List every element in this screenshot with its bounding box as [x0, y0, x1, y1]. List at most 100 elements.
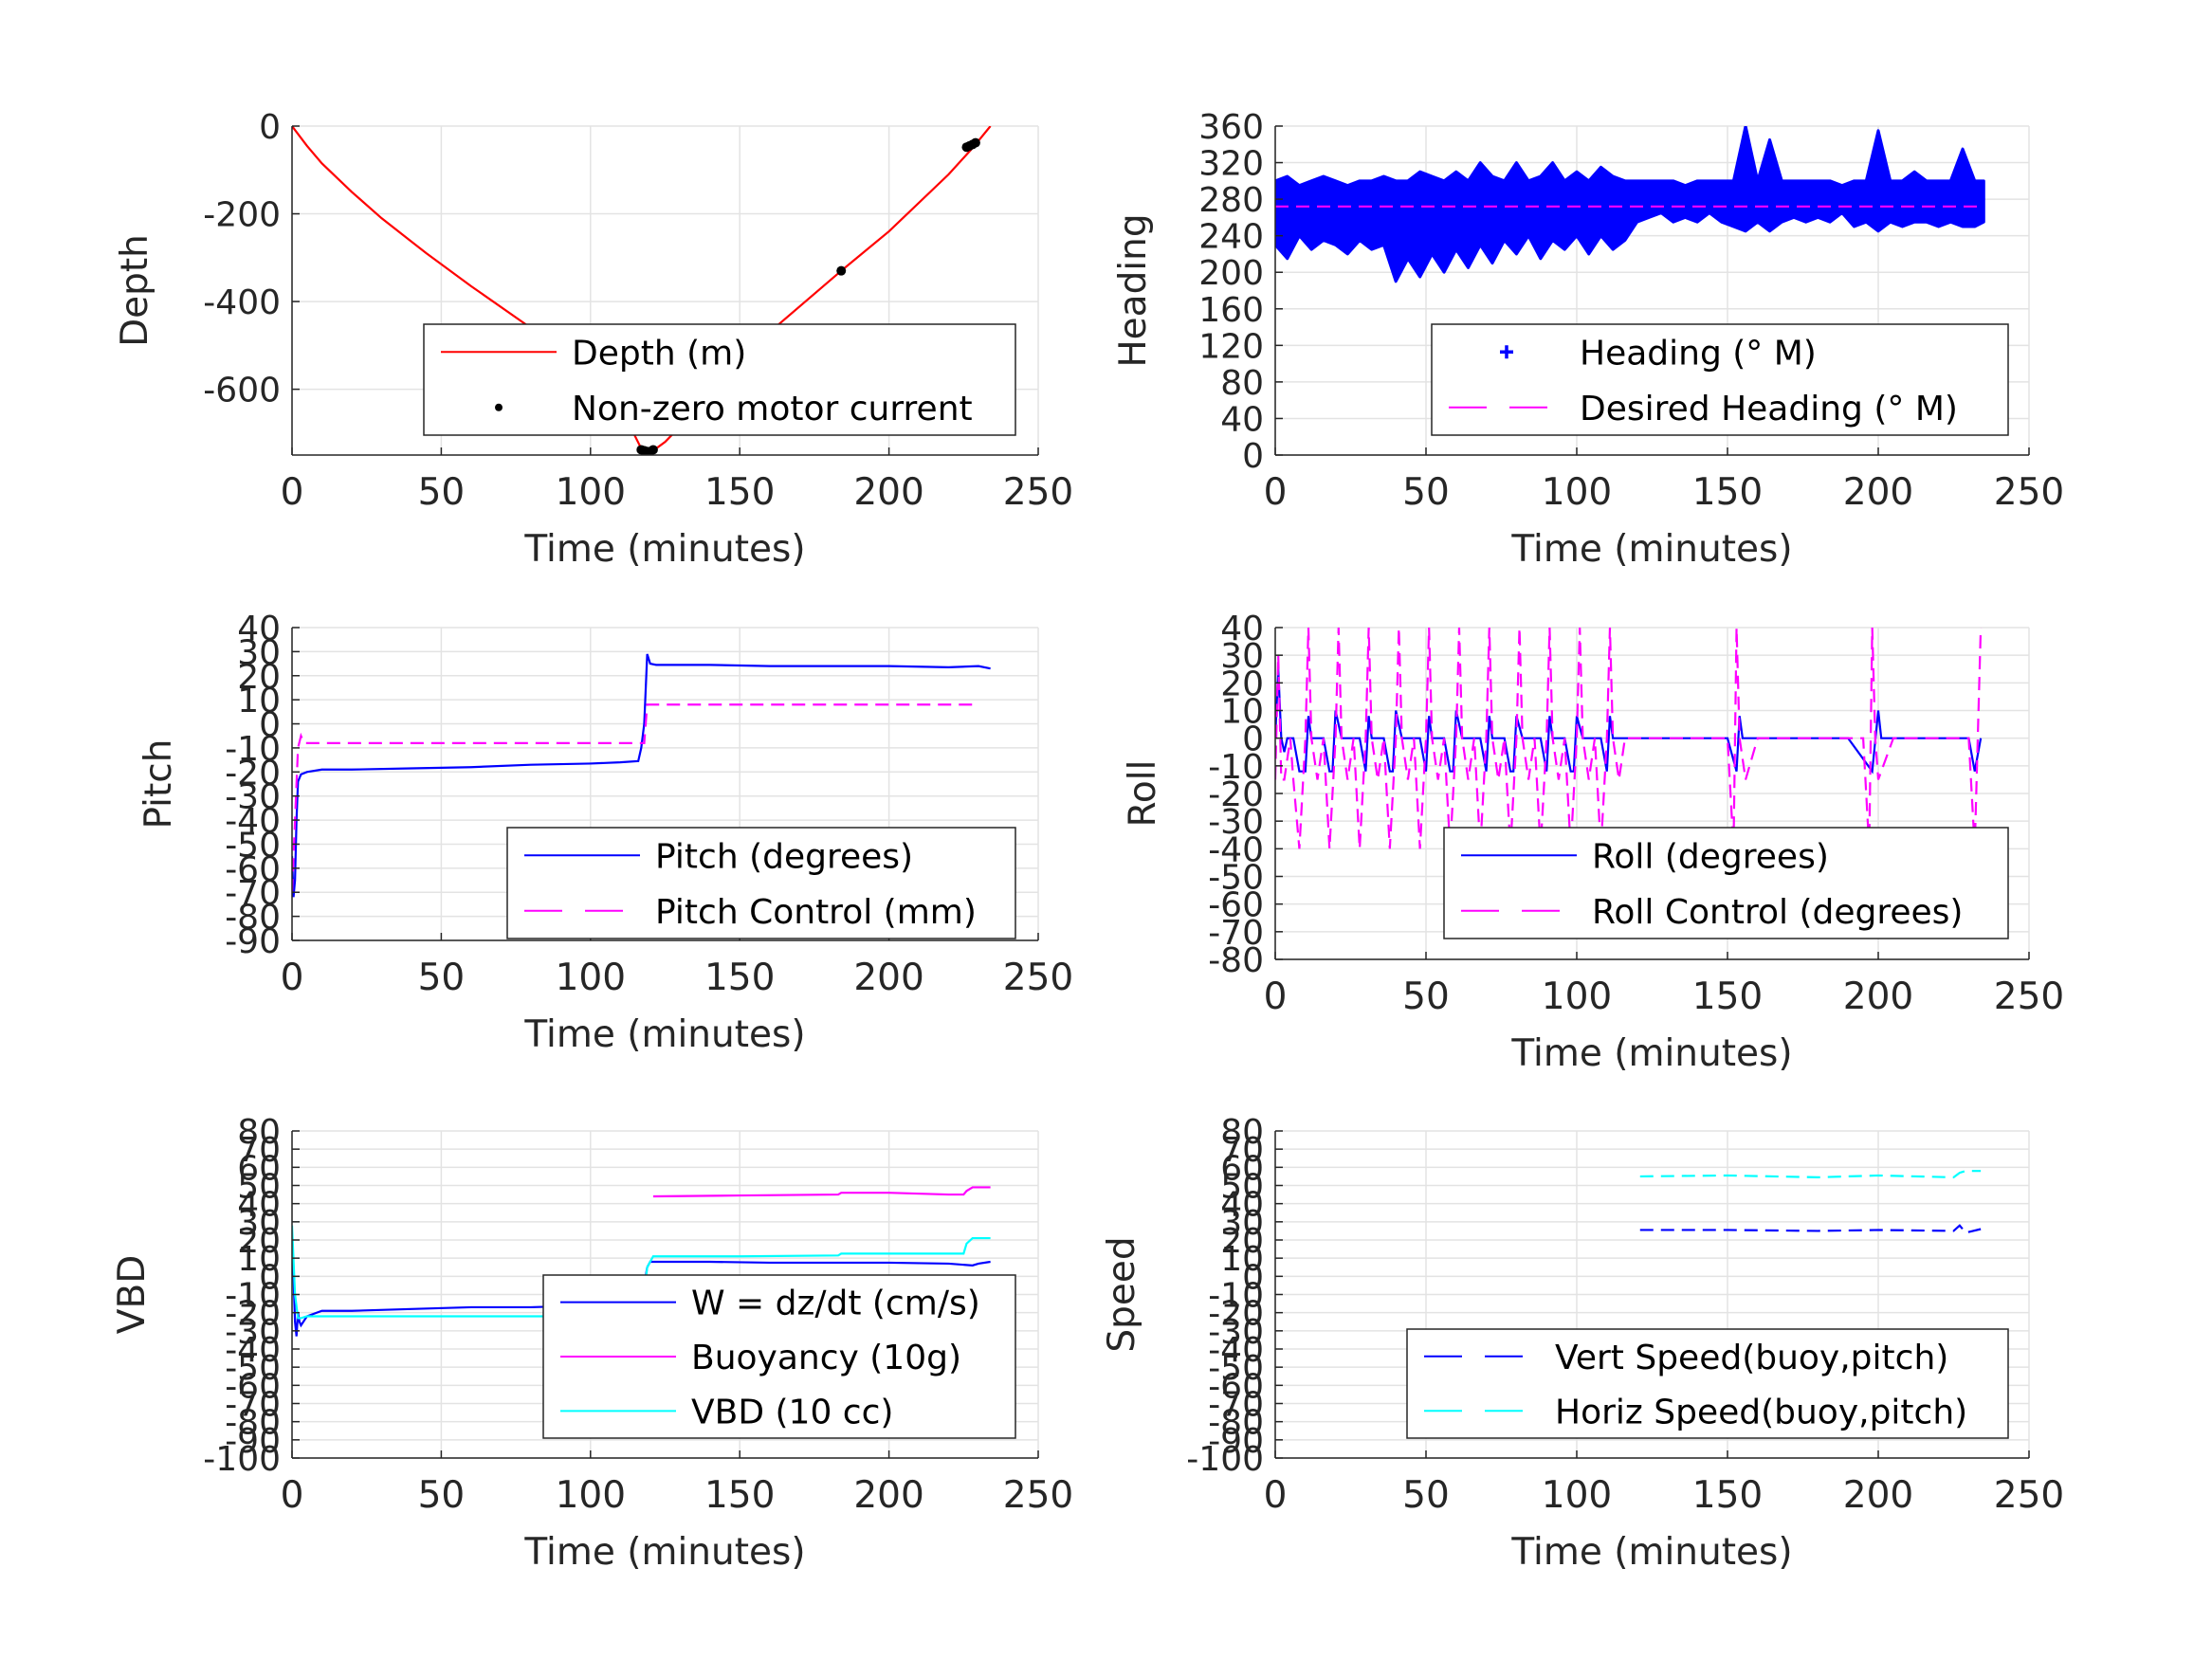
- y-tick-label: -30: [225, 778, 281, 817]
- y-tick-label: 360: [1198, 108, 1264, 147]
- legend-label: Depth (m): [572, 334, 746, 373]
- y-axis-label: Pitch: [137, 739, 180, 830]
- y-tick-label: -400: [203, 283, 281, 322]
- y-tick-label: 10: [237, 682, 281, 720]
- legend-label: Vert Speed(buoy,pitch): [1555, 1339, 1948, 1377]
- legend-label: Pitch Control (mm): [655, 893, 977, 932]
- legend-label: Roll (degrees): [1592, 837, 1829, 876]
- y-axis-label: VBD: [111, 1255, 154, 1334]
- y-tick-label: -200: [203, 196, 281, 235]
- x-tick-label: 150: [704, 957, 775, 999]
- y-tick-label: -100: [203, 1440, 281, 1479]
- y-tick-label: 120: [1198, 327, 1264, 366]
- y-tick-label: -40: [225, 802, 281, 841]
- y-tick-label: 50: [237, 1168, 281, 1207]
- y-tick-label: 20: [237, 1222, 281, 1261]
- legend-label: VBD (10 cc): [691, 1393, 893, 1431]
- y-tick-label: -50: [1208, 1349, 1264, 1388]
- x-tick-label: 200: [1843, 471, 1913, 514]
- y-tick-label: 200: [1198, 254, 1264, 293]
- legend-label: Non-zero motor current: [572, 390, 973, 428]
- x-tick-label: 0: [281, 957, 304, 999]
- x-tick-label: 250: [1994, 1474, 2064, 1517]
- y-tick-label: -30: [1208, 1313, 1264, 1352]
- series-1-line: [292, 653, 991, 898]
- x-axis-label: Time (minutes): [523, 528, 805, 571]
- y-tick-label: 0: [259, 706, 281, 745]
- legend-label: Horiz Speed(buoy,pitch): [1555, 1393, 1967, 1431]
- legend: Vert Speed(buoy,pitch) Horiz Speed(buoy,p…: [1406, 1328, 2009, 1439]
- y-tick-label: 20: [1220, 665, 1264, 703]
- y-tick-label: 160: [1198, 291, 1264, 330]
- series-2-line: [1639, 1170, 1982, 1178]
- legend-label: Buoyancy (10g): [691, 1339, 961, 1377]
- x-tick-label: 100: [1542, 1474, 1612, 1517]
- y-tick-label: -50: [225, 826, 281, 865]
- x-axis-label: Time (minutes): [1510, 528, 1792, 571]
- y-tick-label: -60: [225, 850, 281, 889]
- y-tick-label: -20: [225, 754, 281, 793]
- series-1-band: [1275, 126, 1985, 283]
- x-tick-label: 150: [1692, 1474, 1763, 1517]
- series-group: [292, 653, 991, 898]
- legend-marker: [1500, 345, 1513, 359]
- y-tick-label: 30: [237, 633, 281, 672]
- y-tick-label: -80: [225, 1404, 281, 1443]
- subplot-4: 0 50 100 150 200 250403020100-10-20-30-40-50-…: [1122, 610, 2064, 1075]
- subplot-6: 0 50 100 150 200 25080706050403020100-10-20-3…: [1101, 1113, 2064, 1574]
- y-tick-label: 0: [259, 1258, 281, 1297]
- legend-box: [1406, 1328, 2009, 1439]
- y-tick-label: 70: [237, 1131, 281, 1170]
- x-tick-label: 100: [1542, 471, 1612, 514]
- y-tick-label: 0: [1242, 437, 1264, 476]
- y-axis-label: Depth: [114, 234, 156, 347]
- y-tick-label: -20: [225, 1295, 281, 1334]
- legend: Roll (degrees) Roll Control (degrees): [1443, 827, 2009, 939]
- y-tick-label: 70: [1220, 1131, 1264, 1170]
- legend-marker: [495, 403, 503, 411]
- y-tick-label: -20: [1208, 1295, 1264, 1334]
- y-tick-label: 80: [1220, 1113, 1264, 1152]
- x-tick-label: 0: [1264, 975, 1288, 1018]
- legend-label: Heading (° M): [1580, 334, 1817, 373]
- y-tick-label: 60: [237, 1149, 281, 1188]
- series-2-line: [1275, 628, 1983, 849]
- y-tick-label: -60: [1208, 1367, 1264, 1406]
- y-tick-label: 280: [1198, 181, 1264, 220]
- series-group: [1275, 628, 1983, 849]
- y-tick-label: 320: [1198, 145, 1264, 184]
- y-tick-label: -40: [1208, 1331, 1264, 1370]
- y-axis-label: Heading: [1112, 213, 1155, 367]
- y-tick-label: -100: [1186, 1440, 1264, 1479]
- y-tick-label: -40: [225, 1331, 281, 1370]
- x-tick-label: 150: [1692, 471, 1763, 514]
- legend-label: Pitch (degrees): [655, 837, 913, 876]
- x-tick-label: 150: [1692, 975, 1763, 1018]
- x-tick-label: 250: [1003, 1474, 1073, 1517]
- x-tick-label: 150: [704, 471, 775, 514]
- series-2-line: [652, 1186, 991, 1198]
- series-2-point: [648, 445, 658, 455]
- y-tick-label: -70: [225, 874, 281, 913]
- x-axis-label: Time (minutes): [1510, 1032, 1792, 1075]
- y-tick-label: -10: [225, 730, 281, 769]
- y-tick-label: 40: [237, 1186, 281, 1225]
- x-tick-label: 150: [704, 1474, 775, 1517]
- series-1-line: [1275, 668, 1983, 775]
- subplot-5: 0 50 100 150 200 25080706050403020100-10-20-3…: [111, 1113, 1073, 1574]
- y-tick-label: -600: [203, 372, 281, 410]
- y-tick-label: 240: [1198, 218, 1264, 257]
- y-tick-label: -90: [225, 1422, 281, 1461]
- x-tick-label: 200: [1843, 1474, 1913, 1517]
- x-tick-label: 0: [281, 471, 304, 514]
- y-tick-label: -70: [225, 1386, 281, 1425]
- y-tick-label: -50: [1208, 859, 1264, 898]
- y-axis-label: Speed: [1101, 1236, 1143, 1352]
- x-tick-label: 250: [1003, 471, 1073, 514]
- x-axis-label: Time (minutes): [523, 1013, 805, 1056]
- legend-label: Desired Heading (° M): [1580, 390, 1958, 428]
- legend-box: [423, 323, 1016, 436]
- x-tick-label: 250: [1994, 975, 2064, 1018]
- y-tick-label: -10: [1208, 1277, 1264, 1316]
